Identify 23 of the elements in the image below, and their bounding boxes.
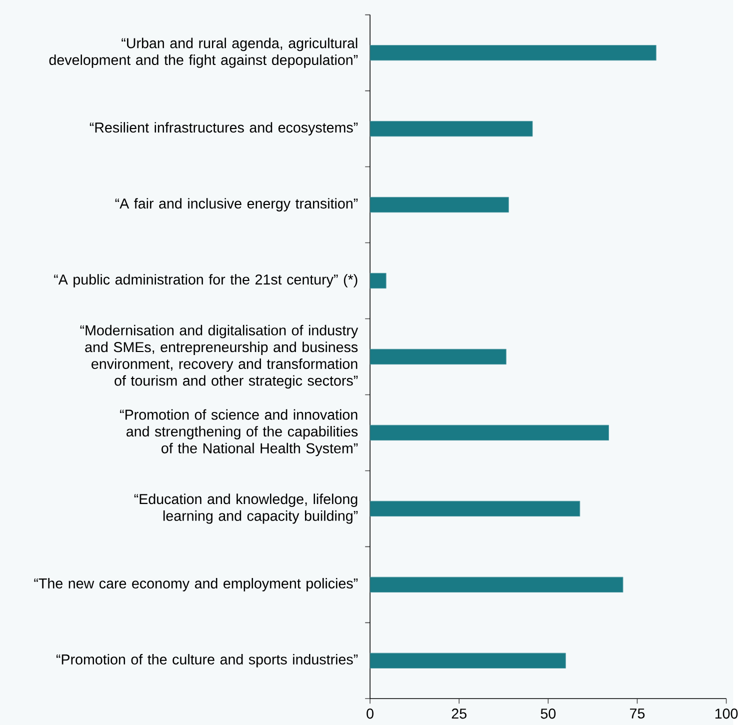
y-tick-label: “Resilient infrastructures and ecosystems” [90,122,358,136]
y-tick-label: “Education and knowledge, lifelong learning and capacity building” [134,494,358,524]
y-tick-label: “A fair and inclusive energy transition” [115,198,358,212]
bar [370,348,506,364]
x-tick-label: 100 [715,708,738,719]
y-tick-label: “A public administration for the 21st century” (*) [54,274,358,288]
x-tick-label: 0 [366,708,374,719]
y-tick-label: “Modernisation and digitalisation of industry and SMEs, entrepreneurship and business environment, recovery and transformation of tourism and other strategic sectors” [80,324,358,388]
y-tick-label: “Urban and rural agenda, agricultural development and the fight against depopulation” [49,38,358,68]
y-tick-label: “Promotion of the culture and sports industries” [56,654,358,668]
bar [370,196,509,212]
x-tick-label: 75 [630,708,645,718]
y-tick-label: “The new care economy and employment policies” [34,578,358,592]
bar [370,272,386,288]
bar [370,652,566,668]
bar [370,120,533,136]
y-tick-label: “Promotion of science and innovation and strengthening of the capabilities of the National Health System” [120,409,358,456]
bar [370,500,580,516]
bar [370,44,656,61]
x-tick-label: 25 [452,708,466,719]
bar [370,576,624,592]
bar [370,424,609,440]
x-tick-label: 50 [540,708,556,719]
